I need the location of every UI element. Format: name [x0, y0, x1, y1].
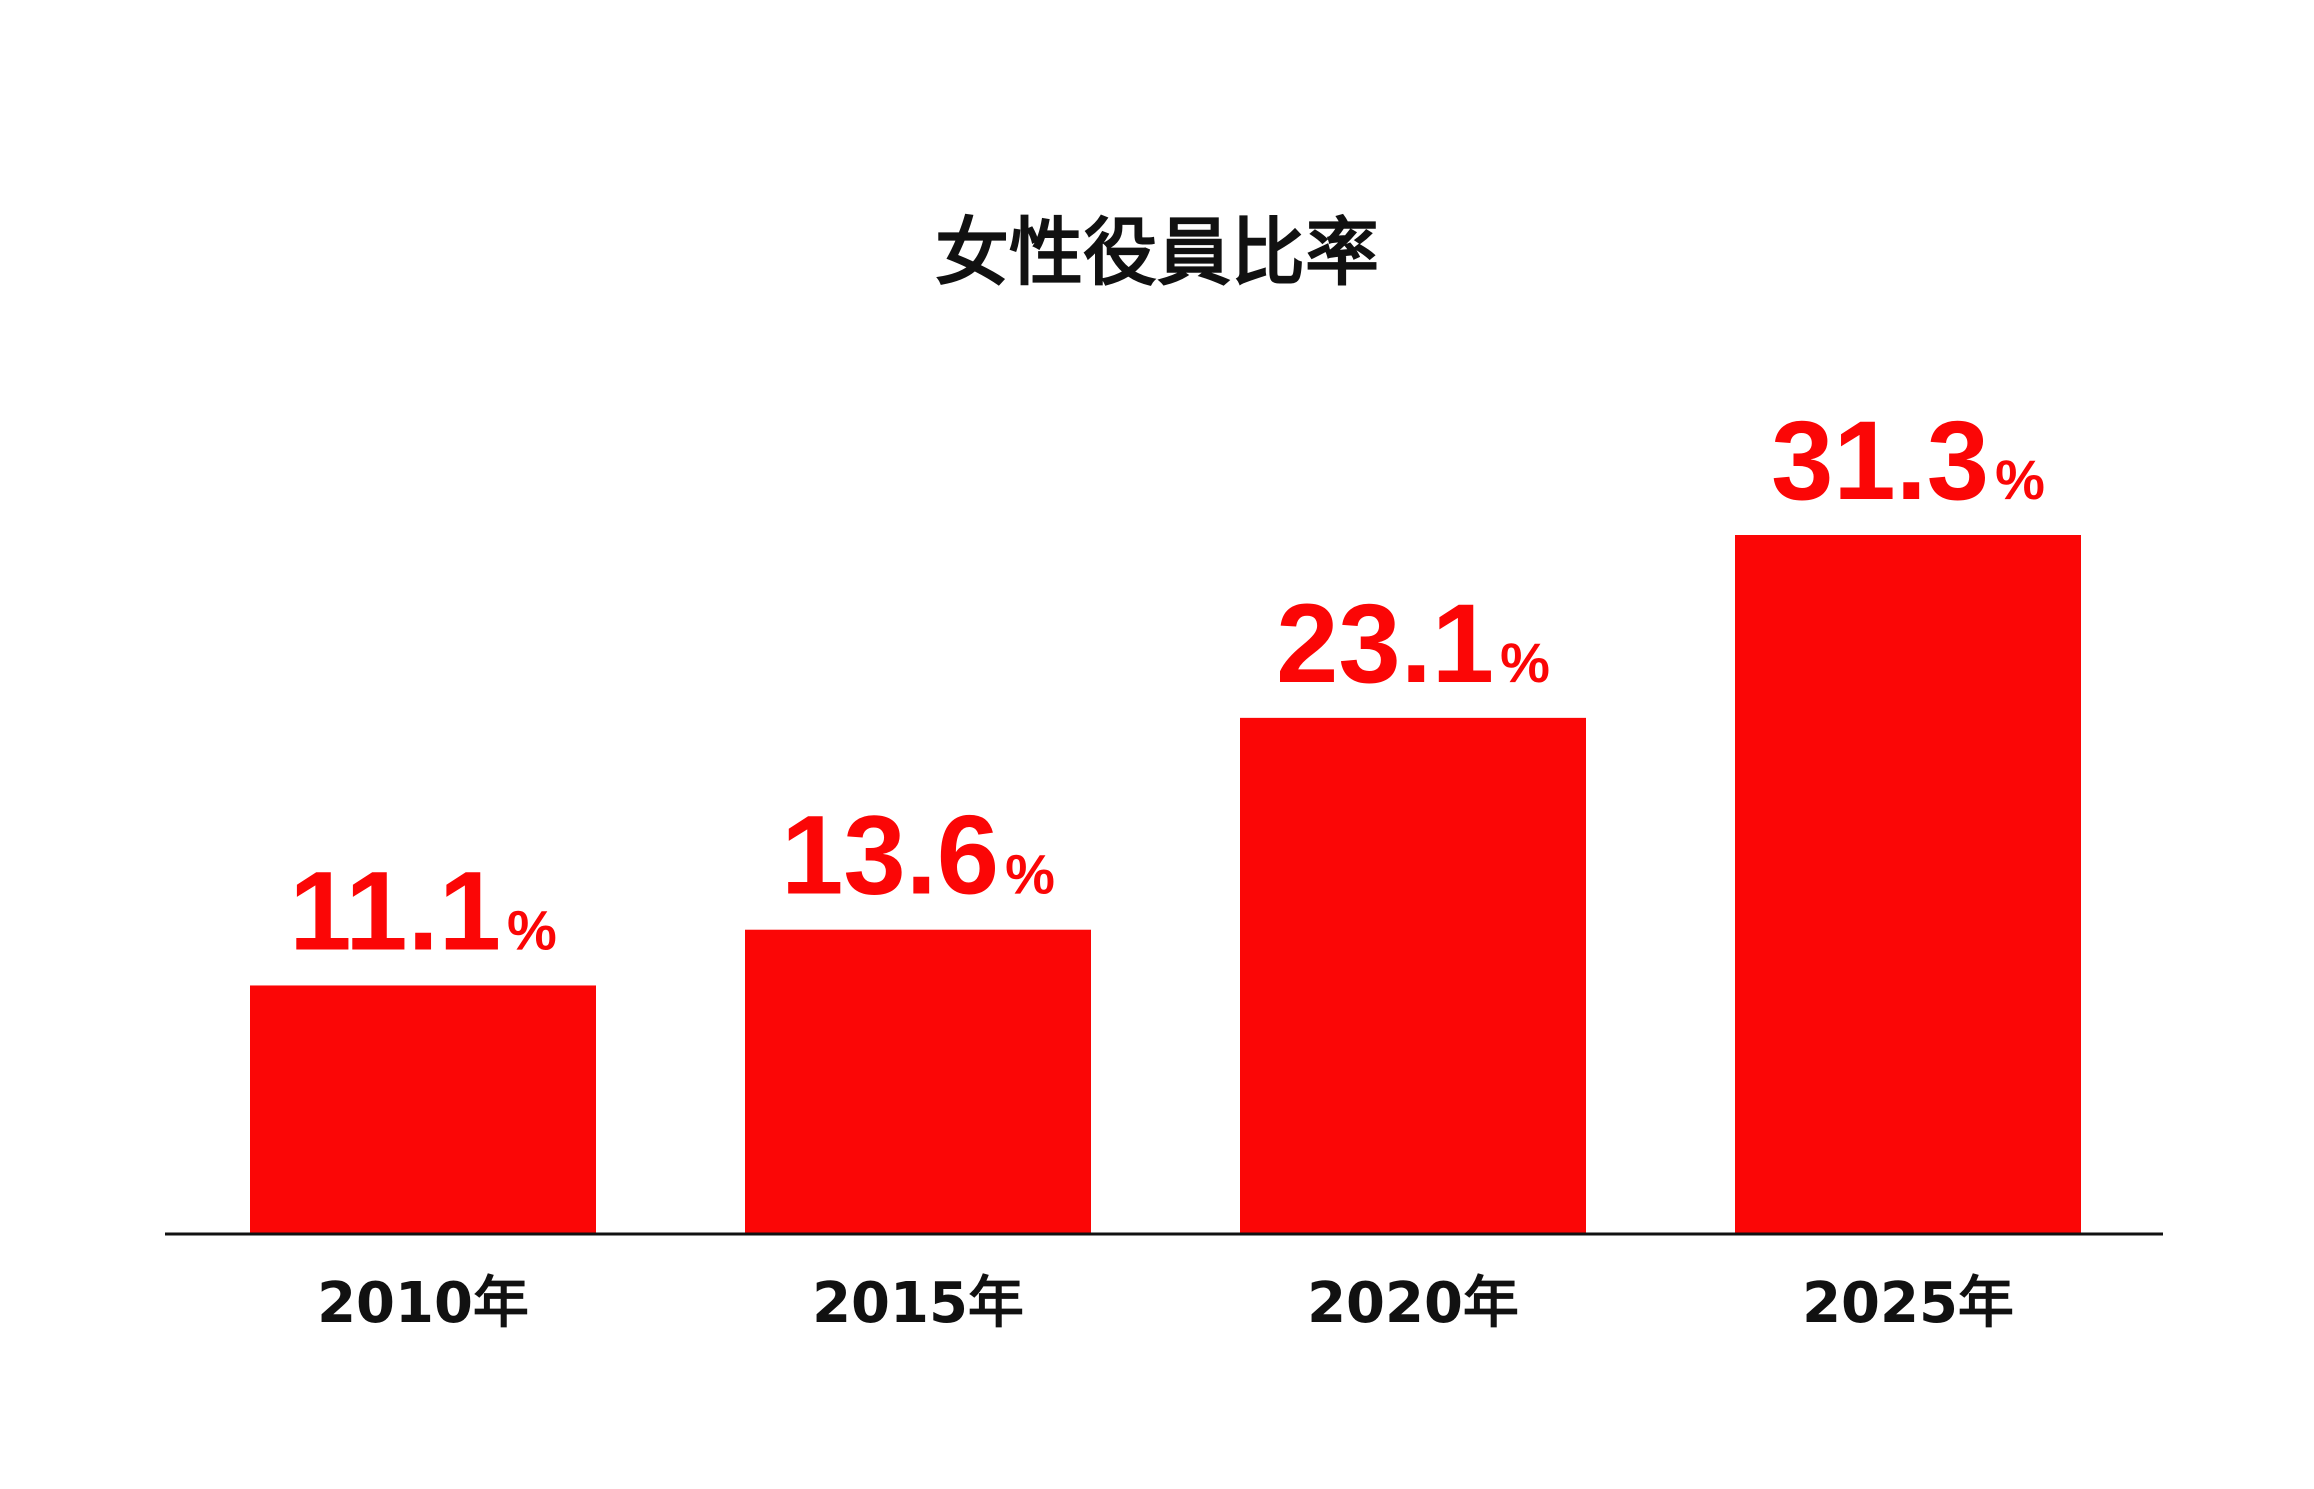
x-tick-label: 2010年	[317, 1271, 529, 1336]
x-tick-label: 2025年	[1802, 1271, 2014, 1336]
bar-2020年	[1240, 717, 1586, 1233]
value-unit: %	[1005, 843, 1055, 906]
bars-group	[250, 535, 2081, 1233]
value-number: 13.6	[781, 793, 999, 918]
value-number: 11.1	[289, 848, 501, 973]
value-unit: %	[1995, 448, 2045, 511]
value-labels-group: 11.1 %13.6 %23.1 %31.3%	[289, 398, 2045, 973]
value-label: 31.3%	[1771, 398, 2045, 523]
value-unit: %	[1500, 631, 1550, 694]
x-tick-label: 2015年	[812, 1271, 1024, 1336]
x-tick-label: 2020年	[1307, 1271, 1519, 1336]
value-number: 31.3	[1771, 398, 1989, 523]
year-labels-group: 2010年 2015年 2020年 2025年	[317, 1271, 2014, 1336]
value-number: 23.1	[1276, 581, 1494, 706]
chart-title: 女性役員比率	[935, 210, 1379, 296]
value-label: 23.1%	[1276, 581, 1550, 706]
value-label: 13.6%	[781, 793, 1055, 918]
bar-2025年	[1735, 535, 2081, 1233]
bar-2015年	[745, 929, 1091, 1233]
value-unit: %	[507, 898, 557, 961]
value-label: 11.1%	[289, 848, 557, 973]
bar-2010年	[250, 985, 596, 1233]
